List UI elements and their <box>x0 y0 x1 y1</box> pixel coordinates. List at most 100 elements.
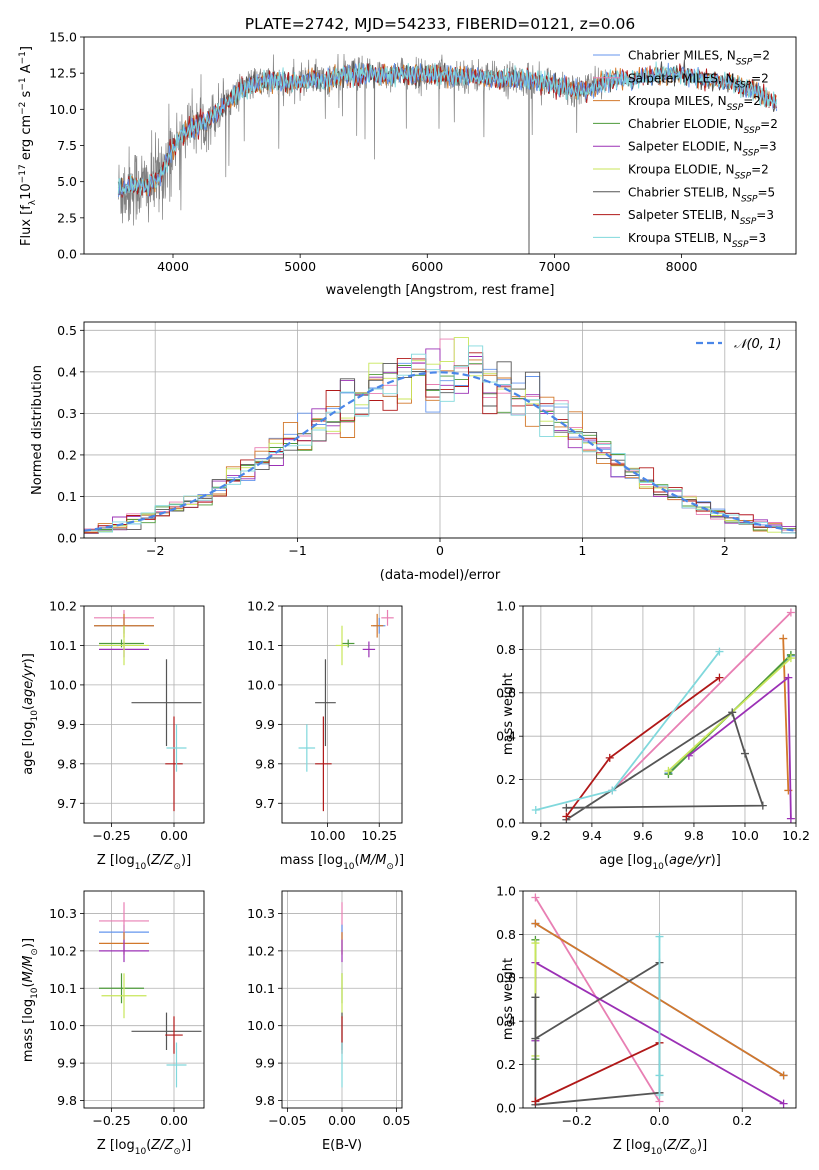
axes-frame <box>83 321 797 539</box>
y-tick-label: 9.9 <box>57 717 77 732</box>
weight-marker-kroupa_stelib <box>608 786 617 795</box>
legend-entry: Salpeter ELODIE, NSSP=3 <box>628 140 777 159</box>
x-tick-label: 10.2 <box>782 828 810 843</box>
y-tick-label: 0.5 <box>57 323 77 338</box>
y-tick-label: 12.5 <box>49 66 77 81</box>
x-tick-label: 0.05 <box>383 1113 411 1128</box>
x-tick-label: −0.05 <box>268 1113 306 1128</box>
x-tick-label: −0.2 <box>562 1113 592 1128</box>
x-axis-label: age [log10(age/yr)] <box>599 853 721 872</box>
y-tick-label: 9.7 <box>255 796 275 811</box>
legend-entry: Kroupa STELIB, NSSP=3 <box>628 231 766 250</box>
legend-entry: 𝒩(0, 1) <box>734 337 781 352</box>
normal-curve <box>84 371 796 532</box>
y-tick-label: 10.1 <box>49 638 77 653</box>
axes-frame <box>522 890 797 1109</box>
y-tick-label: 10.0 <box>247 677 275 692</box>
y-tick-label: 10.3 <box>49 906 77 921</box>
weight-line-chabrier_stelib <box>534 960 661 1106</box>
y-tick-label: 10.1 <box>49 981 77 996</box>
chart-title: PLATE=2742, MJD=54233, FIBERID=0121, z=0… <box>245 15 635 33</box>
y-tick-label: 9.9 <box>57 1056 77 1071</box>
x-axis-label: mass [log10(M/M⊙)] <box>280 853 404 872</box>
panel-mass_vs_ebv: −0.05 0.00 0.05 9.8 9.9 10.0 10.1 10.2 10.3 <box>247 890 411 1128</box>
model-spectrum-kroupa_stelib <box>117 61 778 196</box>
y-tick-label: 0.2 <box>496 772 516 787</box>
plot-area <box>282 891 402 1108</box>
weight-marker-chabrier_stelib <box>740 749 749 758</box>
histogram-kroupa_stelib <box>84 345 796 538</box>
legend-entry: Chabrier STELIB, NSSP=5 <box>628 185 775 204</box>
plot-area <box>117 53 778 254</box>
y-tick-label: 10.0 <box>49 1018 77 1033</box>
x-tick-label: 0.00 <box>160 828 188 843</box>
y-tick-label: 10.2 <box>247 943 275 958</box>
x-tick-label: 0.00 <box>160 1113 188 1128</box>
y-tick-label: 0.8 <box>496 927 516 942</box>
weight-marker-chabrier_stelib <box>562 803 571 812</box>
x-tick-label: 0.2 <box>732 1113 752 1128</box>
x-axis-label: wavelength [Angstrom, rest frame] <box>326 283 555 298</box>
weight-marker-salpeter_elodie <box>786 814 795 823</box>
y-tick-label: 9.8 <box>57 756 77 771</box>
weight-marker-salpeter_stelib <box>715 673 724 682</box>
weight-line-chabrier_stelib <box>565 710 765 821</box>
weight-marker-chabrier_stelib <box>531 1034 540 1043</box>
x-tick-label: −0.25 <box>92 828 130 843</box>
y-tick-label: 0.0 <box>496 1101 516 1116</box>
legend-entry: Chabrier MILES, NSSP=2 <box>628 49 770 68</box>
weight-marker-salpeter_miles <box>531 893 540 902</box>
x-tick-label: 1 <box>578 543 586 558</box>
y-axis-label: Flux [fλ10−17 erg cm−2 s−1 A−1] <box>18 46 38 246</box>
y-tick-label: 0.0 <box>57 247 77 262</box>
y-tick-label: 15.0 <box>49 30 77 45</box>
x-axis-label: (data-model)/error <box>380 568 501 583</box>
y-tick-label: 0.6 <box>496 685 516 700</box>
y-tick-label: 10.2 <box>49 943 77 958</box>
weight-line-salpeter_miles <box>611 611 792 792</box>
weight-line-salpeter_miles <box>534 897 661 1102</box>
weight-marker-kroupa_miles <box>779 1071 788 1080</box>
y-tick-label: 9.8 <box>255 756 275 771</box>
y-axis-label: mass weight <box>501 673 516 755</box>
y-tick-label: 10.0 <box>49 677 77 692</box>
x-tick-label: 9.4 <box>582 828 602 843</box>
panel-spectrum: 4000 5000 6000 7000 8000 0.0 2.5 5.0 7.5 10.0 12.5… <box>49 30 797 274</box>
y-tick-label: 7.5 <box>57 138 77 153</box>
y-axis-label: mass [log10(M/M⊙)] <box>21 938 40 1062</box>
y-tick-label: 0.8 <box>496 642 516 657</box>
x-tick-label: 10.00 <box>310 828 346 843</box>
x-tick-label: 8000 <box>666 259 698 274</box>
weight-marker-salpeter_miles <box>786 608 795 617</box>
y-tick-label: 0.4 <box>496 729 516 744</box>
panel-age_vs_Z: −0.25 0.00 9.7 9.8 9.9 10.0 10.1 10.2 <box>49 599 205 843</box>
y-axis-label: Normed distribution <box>30 365 45 495</box>
model-spectrum-chabrier_miles <box>117 62 778 198</box>
y-axis-label: age [log10(age/yr)] <box>21 653 40 775</box>
y-tick-label: 9.8 <box>57 1093 77 1108</box>
x-tick-label: 0.00 <box>328 1113 356 1128</box>
x-tick-label: −0.25 <box>92 1113 130 1128</box>
legend-entry: Kroupa MILES, NSSP=2 <box>628 94 761 113</box>
y-tick-label: 0.6 <box>496 970 516 985</box>
x-axis-label: Z [log10(Z/Z⊙)] <box>97 853 191 872</box>
legend-entry: Salpeter MILES, NSSP=2 <box>628 71 769 90</box>
weight-marker-kroupa_miles <box>779 634 788 643</box>
weight-marker-kroupa_stelib <box>531 805 540 814</box>
x-tick-label: −1 <box>288 543 306 558</box>
weight-marker-kroupa_stelib <box>715 647 724 656</box>
weight-marker-kroupa_elodie <box>664 766 673 775</box>
y-tick-label: 10.2 <box>49 599 77 614</box>
x-tick-label: 0 <box>436 543 444 558</box>
y-tick-label: 0.0 <box>57 531 77 546</box>
x-tick-label: 9.2 <box>531 828 551 843</box>
panel-residuals: −2 −1 0 1 2 0.0 0.1 0.2 0.3 0.4 0.5 <box>57 321 797 558</box>
axes-frame <box>83 605 205 824</box>
y-tick-label: 9.9 <box>255 717 275 732</box>
y-tick-label: 0.2 <box>57 447 77 462</box>
weight-marker-kroupa_stelib <box>655 1090 664 1099</box>
weight-marker-kroupa_elodie <box>786 654 795 663</box>
y-tick-label: 9.8 <box>255 1093 275 1108</box>
panel-weight_vs_Z: −0.2 0.0 0.2 0.0 0.2 0.4 0.6 0.8 1.0 <box>496 884 797 1128</box>
